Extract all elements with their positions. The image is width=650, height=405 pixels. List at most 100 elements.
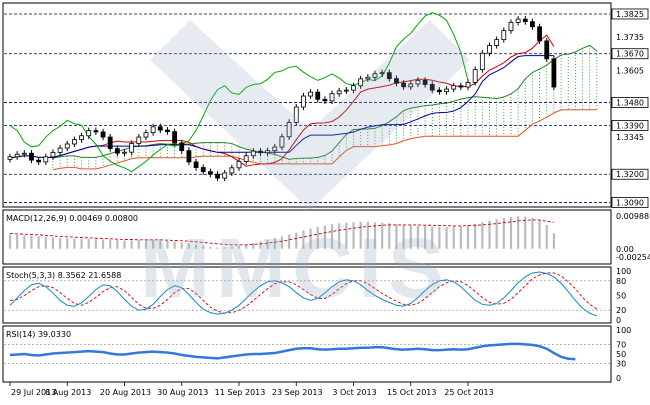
candle xyxy=(272,146,278,152)
macd-tick-label: 0.00988 xyxy=(616,212,649,221)
candle xyxy=(50,152,56,158)
candle xyxy=(286,122,292,138)
price-level-box xyxy=(611,197,649,208)
candle xyxy=(458,85,464,88)
stoch-tick-label: 80 xyxy=(616,277,626,286)
candle xyxy=(408,83,414,88)
candle xyxy=(229,167,235,174)
candle xyxy=(114,148,120,154)
stoch-tick-label: 20 xyxy=(616,306,626,315)
price-tick-label: 1.3200 xyxy=(616,170,644,179)
candle xyxy=(472,69,478,83)
rsi-tick-label: 50 xyxy=(616,350,626,359)
stoch-tick-label: 50 xyxy=(616,292,626,301)
chikou-span-line xyxy=(9,12,469,173)
candle xyxy=(200,167,206,173)
candle xyxy=(336,90,342,95)
main-panel-frame xyxy=(2,2,612,208)
candle xyxy=(515,18,521,23)
candle xyxy=(172,131,178,144)
price-level-box xyxy=(611,120,649,131)
rsi-label: RSI(14) 39.0330 xyxy=(6,330,71,339)
senkou-span-b-line xyxy=(52,109,597,171)
candle xyxy=(57,147,63,153)
rsi-tick-label: 30 xyxy=(616,360,626,369)
candle xyxy=(64,143,70,149)
candle xyxy=(243,155,249,162)
price-tick-label: 1.3090 xyxy=(616,198,644,207)
candle xyxy=(150,126,156,134)
price-tick-label: 1.3825 xyxy=(616,10,644,19)
candle xyxy=(494,39,500,46)
candle xyxy=(222,172,228,179)
candle xyxy=(14,153,20,158)
candle xyxy=(429,84,435,91)
price-tick-label: 1.3670 xyxy=(616,50,644,59)
candle xyxy=(451,85,457,90)
rsi-tick-label: 100 xyxy=(616,326,631,335)
candle xyxy=(322,98,328,102)
candle xyxy=(250,150,256,157)
price-tick-label: 1.3605 xyxy=(616,66,644,75)
price-level-box xyxy=(611,48,649,60)
candle xyxy=(136,136,142,144)
candle xyxy=(100,131,106,138)
candle xyxy=(386,72,392,79)
x-tick-label: 8 Aug 2013 xyxy=(45,388,91,397)
candle xyxy=(258,150,263,154)
price-level-box xyxy=(611,168,649,180)
candle xyxy=(401,82,407,88)
candle xyxy=(29,152,34,161)
candle xyxy=(207,171,213,175)
x-tick-label: 11 Sep 2013 xyxy=(215,388,266,397)
candle xyxy=(465,82,471,88)
candle xyxy=(72,139,77,145)
macd-label: MACD(12,26,9) 0.00469 0.00800 xyxy=(6,214,138,223)
candle xyxy=(179,142,185,152)
x-tick-label: 25 Oct 2013 xyxy=(444,388,493,397)
candle xyxy=(422,79,428,85)
x-tick-label: 29 Jul 2013 xyxy=(11,388,56,397)
macd-tick-label: 0.00 xyxy=(616,245,634,254)
rsi-panel-frame xyxy=(2,325,612,383)
kijun-sen-line xyxy=(9,55,554,159)
main-panel: 1.3825 1.3735 1.3670 1.3605 1.3480 1.3390 1.33… xyxy=(4,8,649,208)
candle xyxy=(265,150,271,154)
stoch-tick-label: 0 xyxy=(616,316,621,325)
x-tick-label: 20 Aug 2013 xyxy=(100,388,151,397)
candle xyxy=(236,161,242,169)
candle xyxy=(122,151,127,154)
x-tick-label: 3 Oct 2013 xyxy=(332,388,376,397)
candle xyxy=(93,130,99,133)
candle xyxy=(7,156,13,160)
candle xyxy=(530,21,535,28)
candle xyxy=(143,132,149,138)
candle xyxy=(551,58,557,88)
price-tick-label: 1.3480 xyxy=(616,98,644,107)
candle xyxy=(372,73,378,78)
candle xyxy=(79,135,84,141)
candle xyxy=(293,106,299,123)
price-level-box xyxy=(611,97,649,108)
candle xyxy=(479,52,485,71)
candle xyxy=(522,18,528,23)
candle xyxy=(436,89,442,93)
x-tick-label: 15 Oct 2013 xyxy=(387,388,436,397)
candle xyxy=(358,78,364,87)
candle xyxy=(107,136,113,149)
candle xyxy=(444,88,449,93)
stoch-tick-label: 100 xyxy=(616,267,631,276)
candle xyxy=(487,45,492,54)
candle xyxy=(508,22,514,32)
macd-panel-frame xyxy=(2,209,612,265)
candle xyxy=(86,130,92,137)
candle xyxy=(537,26,542,42)
candle xyxy=(193,161,199,168)
stoch-panel-frame xyxy=(2,266,612,324)
candle xyxy=(215,173,220,179)
candle xyxy=(186,150,192,163)
stoch-signal-line xyxy=(9,272,598,314)
